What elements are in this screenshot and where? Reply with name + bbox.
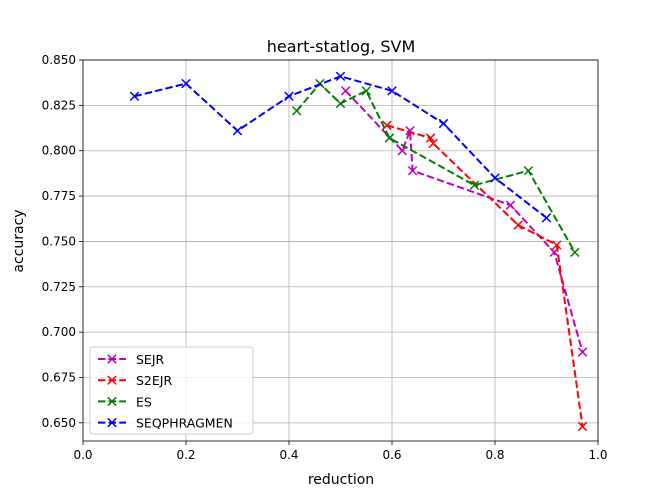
legend-label-seqphragmen: SEQPHRAGMEN bbox=[136, 416, 233, 431]
y-tick-label: 0.700 bbox=[42, 325, 76, 339]
legend-marker-sejr bbox=[107, 354, 117, 364]
x-tick-label: 1.0 bbox=[588, 448, 607, 462]
x-tick-label: 0.4 bbox=[279, 448, 298, 462]
data-point-sejr bbox=[505, 200, 516, 210]
data-point-seqphragmen bbox=[438, 118, 449, 129]
data-point-s2ejr bbox=[428, 138, 438, 149]
legend-entry-es: ES bbox=[98, 394, 152, 409]
legend-marker-es bbox=[107, 396, 117, 407]
legend-label-sejr: SEJR bbox=[136, 352, 165, 367]
legend-label-es: ES bbox=[136, 394, 152, 409]
x-tick-label: 0.0 bbox=[73, 448, 92, 462]
series-es bbox=[291, 78, 580, 258]
data-point-es bbox=[469, 180, 480, 190]
y-tick-label: 0.850 bbox=[42, 53, 76, 67]
data-point-es bbox=[523, 165, 534, 176]
legend-entry-sejr: SEJR bbox=[98, 352, 165, 367]
data-point-es bbox=[361, 86, 371, 96]
data-point-es bbox=[384, 133, 395, 143]
x-axis-label: reduction bbox=[308, 472, 374, 488]
data-point-seqphragmen bbox=[335, 71, 346, 82]
legend-marker-seqphragmen bbox=[107, 417, 117, 428]
legend-marker-s2ejr bbox=[107, 375, 117, 385]
series-sejr bbox=[340, 86, 588, 357]
plot-frame bbox=[82, 59, 599, 442]
y-axis: 0.650 0.675 0.700 0.725 0.750 0.775 0.800 0.825… bbox=[42, 53, 83, 430]
data-point-s2ejr bbox=[513, 220, 523, 230]
data-point-es bbox=[570, 247, 580, 258]
data-point-seqphragmen bbox=[387, 86, 397, 96]
data-point-seqphragmen bbox=[541, 213, 552, 223]
x-tick-label: 0.2 bbox=[176, 448, 195, 462]
y-tick-label: 0.750 bbox=[42, 234, 76, 248]
legend: SEJR S2EJR ES SEQPHRAGMEN bbox=[89, 346, 254, 435]
data-point-seqphragmen bbox=[232, 126, 243, 136]
y-tick-label: 0.825 bbox=[42, 98, 76, 112]
data-point-seqphragmen bbox=[129, 91, 140, 102]
legend-label-s2ejr: S2EJR bbox=[136, 373, 172, 388]
y-tick-label: 0.775 bbox=[42, 189, 76, 203]
data-point-es bbox=[291, 106, 302, 116]
legend-entry-s2ejr: S2EJR bbox=[98, 373, 172, 388]
series-seqphragmen bbox=[129, 71, 552, 223]
y-tick-label: 0.675 bbox=[42, 371, 76, 385]
y-axis-label: accuracy bbox=[11, 209, 27, 272]
legend-box bbox=[89, 346, 254, 435]
y-tick-label: 0.650 bbox=[42, 416, 76, 430]
data-point-sejr bbox=[407, 165, 418, 176]
data-point-sejr bbox=[340, 86, 351, 96]
data-point-sejr bbox=[397, 145, 408, 156]
y-tick-label: 0.800 bbox=[42, 144, 76, 158]
x-tick-label: 0.8 bbox=[485, 448, 504, 462]
data-point-es bbox=[335, 98, 346, 109]
series-line-es bbox=[295, 82, 576, 253]
y-tick-label: 0.725 bbox=[42, 280, 76, 294]
chart-title: heart-statlog, SVM bbox=[267, 37, 416, 56]
data-point-sejr bbox=[577, 347, 588, 357]
data-point-s2ejr bbox=[577, 421, 588, 432]
data-point-s2ejr bbox=[425, 133, 436, 143]
data-point-seqphragmen bbox=[284, 91, 294, 102]
x-axis: 0.0 0.2 0.4 0.6 0.8 1.0 bbox=[73, 441, 608, 462]
data-point-s2ejr bbox=[552, 240, 562, 250]
data-point-seqphragmen bbox=[181, 78, 191, 89]
series-layer bbox=[129, 71, 588, 432]
legend-entry-seqphragmen: SEQPHRAGMEN bbox=[98, 416, 233, 431]
x-tick-label: 0.6 bbox=[382, 448, 401, 462]
data-point-seqphragmen bbox=[490, 173, 500, 183]
